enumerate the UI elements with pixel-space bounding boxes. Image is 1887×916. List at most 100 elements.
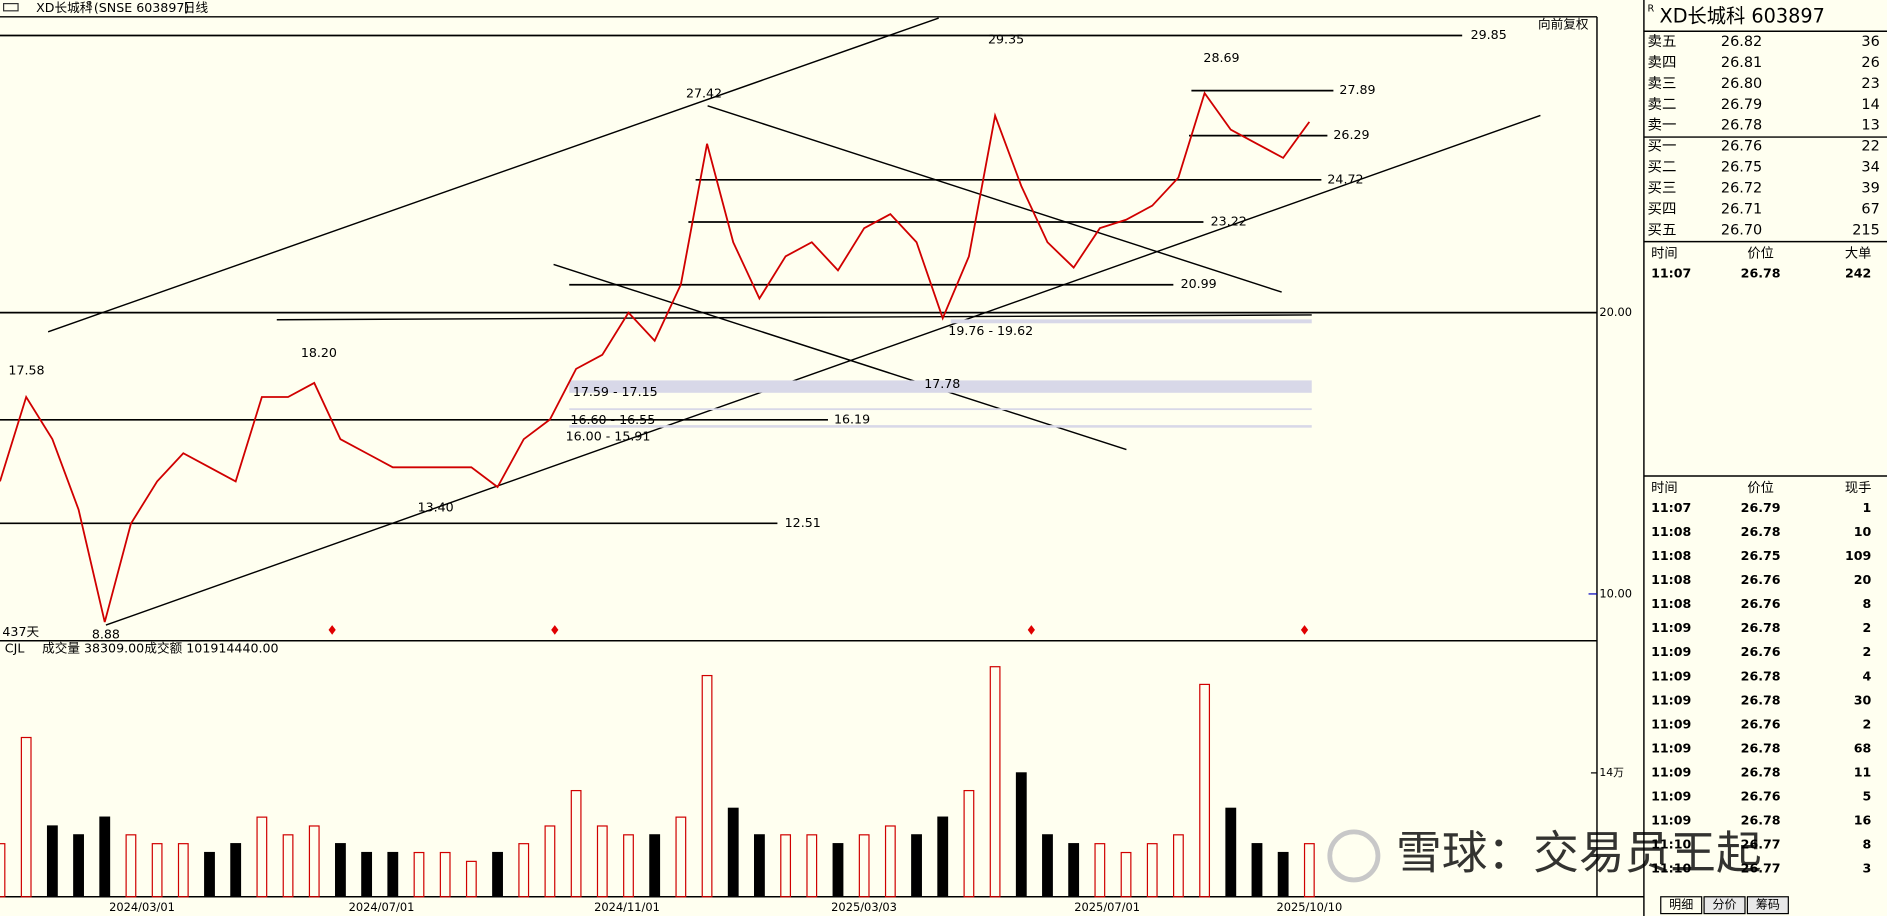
row-volume: 16 <box>1854 813 1872 828</box>
book-price: 26.82 <box>1721 34 1762 50</box>
quote-title: XD长城科 603897 <box>1660 4 1825 27</box>
volume-bar <box>1251 843 1263 898</box>
row-volume: 2 <box>1863 716 1872 731</box>
icon <box>3 3 19 12</box>
amount-value: 成交额 101914440.00 <box>144 641 278 656</box>
zone-label: 19.76 - 19.62 <box>948 323 1033 338</box>
row-price: 26.78 <box>1741 524 1781 539</box>
volume-bar <box>911 834 922 898</box>
high-label: 28.69 <box>1203 50 1239 65</box>
row-price: 26.76 <box>1741 644 1781 659</box>
x-tick-label: 2025/03/03 <box>831 900 897 914</box>
volume-bar <box>649 834 661 898</box>
volume-bar <box>1172 834 1184 898</box>
row-price: 26.79 <box>1741 500 1781 515</box>
row-time: 11:09 <box>1651 764 1691 779</box>
y-tick-label: 10.00 <box>1599 586 1632 600</box>
book-volume: 14 <box>1861 97 1879 113</box>
volume-bar <box>99 816 111 898</box>
level-label: 27.89 <box>1339 82 1375 97</box>
row-time: 11:09 <box>1651 692 1691 707</box>
row-price: 26.78 <box>1741 813 1781 828</box>
volume-bar <box>308 825 320 898</box>
row-time: 11:08 <box>1651 548 1691 563</box>
high-label: 29.35 <box>988 31 1024 46</box>
volume-bar <box>518 843 530 898</box>
volume-bar <box>989 666 1001 898</box>
level-label: 26.29 <box>1333 127 1369 142</box>
volume-bar <box>46 825 58 898</box>
trend-line <box>553 263 1127 451</box>
tab[interactable] <box>1703 896 1746 915</box>
volume-value: 成交量 38309.00 <box>42 641 144 656</box>
book-label: 卖一 <box>1648 117 1677 134</box>
volume-bar <box>20 736 32 898</box>
level-label: 12.51 <box>785 515 821 530</box>
high-label: 18.20 <box>301 345 337 360</box>
volume-bar <box>413 851 425 898</box>
volume-bar <box>701 674 713 898</box>
book-price: 26.81 <box>1721 55 1762 71</box>
row-time: 11:09 <box>1651 740 1691 755</box>
row-volume: 11 <box>1854 764 1872 779</box>
volume-bar <box>282 834 294 898</box>
row-volume: 10 <box>1854 524 1872 539</box>
book-volume: 26 <box>1861 55 1879 71</box>
volume-bar <box>937 816 949 898</box>
level-label: 23.22 <box>1211 214 1247 229</box>
volume-bar <box>361 851 373 898</box>
column-header: 价位 <box>1747 480 1773 496</box>
volume-bar <box>492 851 503 898</box>
zone <box>569 425 1312 428</box>
marker <box>328 625 336 635</box>
row-price: 26.77 <box>1741 861 1781 876</box>
x-tick-label: 2024/03/01 <box>109 900 175 914</box>
book-label: 买四 <box>1648 200 1677 217</box>
zone <box>569 380 1312 393</box>
tab-label[interactable]: 分价 <box>1713 898 1737 912</box>
book-label: 买一 <box>1648 138 1677 155</box>
volume-bar <box>754 834 765 898</box>
volume-bar <box>1120 851 1132 898</box>
volume-bar <box>1199 683 1211 898</box>
row-time: 11:08 <box>1651 524 1691 539</box>
y-tick-label: 20.00 <box>1599 305 1632 319</box>
volume-bar <box>858 834 870 898</box>
volume-bar <box>204 851 215 898</box>
level-label: 29.85 <box>1471 27 1507 42</box>
row-time: 11:09 <box>1651 788 1691 803</box>
row-price: 26.78 <box>1741 620 1781 635</box>
book-label: 买五 <box>1648 221 1677 238</box>
row-time: 11:07 <box>1651 266 1691 281</box>
row-volume: 109 <box>1845 548 1871 563</box>
volume-bar <box>1225 807 1237 898</box>
row-price: 26.78 <box>1741 764 1781 779</box>
volume-bar <box>963 789 975 898</box>
column-header: 现手 <box>1845 480 1871 496</box>
tab-label[interactable]: 明细 <box>1669 898 1693 912</box>
row-volume: 5 <box>1863 788 1872 803</box>
tab[interactable] <box>1660 896 1703 915</box>
book-volume: 23 <box>1861 76 1879 92</box>
volume-bar <box>151 843 163 898</box>
stock-code: (SNSE 603897) <box>94 0 189 15</box>
book-price: 26.79 <box>1721 97 1762 113</box>
book-volume: 39 <box>1861 180 1879 196</box>
restore-label[interactable]: 向前复权 <box>1538 17 1589 32</box>
row-volume: 8 <box>1863 596 1872 611</box>
volume-bar <box>727 807 739 898</box>
book-label: 买二 <box>1648 159 1677 176</box>
volume-bar <box>73 834 84 898</box>
volume-bar <box>230 843 242 898</box>
volume-bar <box>465 860 477 898</box>
tab-label[interactable]: 筹码 <box>1756 898 1780 912</box>
book-volume: 36 <box>1861 34 1879 50</box>
book-label: 卖三 <box>1648 75 1677 92</box>
zone <box>569 408 1312 411</box>
book-volume: 13 <box>1861 118 1879 134</box>
tab[interactable] <box>1746 896 1789 915</box>
book-price: 26.71 <box>1721 201 1762 217</box>
volume-bar <box>780 834 792 898</box>
row-volume: 242 <box>1845 266 1871 281</box>
book-price: 26.75 <box>1721 160 1762 176</box>
